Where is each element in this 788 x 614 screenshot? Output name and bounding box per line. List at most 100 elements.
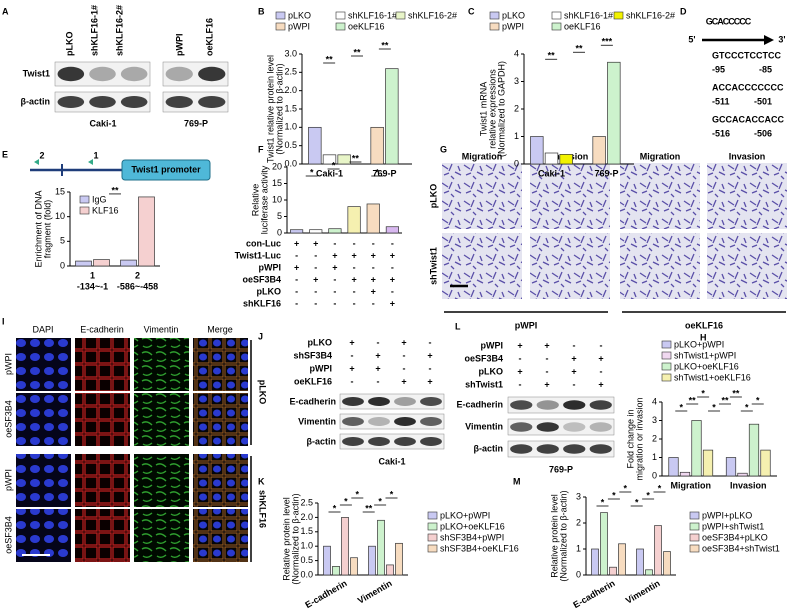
significance-label: ** bbox=[381, 40, 389, 50]
condition-sign: - bbox=[573, 340, 576, 350]
condition-sign: - bbox=[353, 286, 356, 296]
blot-band bbox=[165, 66, 193, 82]
legend-label: pWPI+pLKO bbox=[702, 510, 752, 520]
legend-swatch bbox=[427, 522, 438, 531]
site-end: -85 bbox=[759, 64, 772, 74]
column-label: Migration bbox=[462, 151, 503, 161]
bar bbox=[760, 449, 771, 477]
condition-sign: + bbox=[544, 379, 549, 389]
bar bbox=[668, 457, 679, 477]
bar bbox=[309, 229, 323, 234]
row-label: oeSF3B4 bbox=[3, 516, 13, 554]
condition-sign: + bbox=[349, 363, 354, 373]
significance-label: ** bbox=[326, 54, 334, 64]
significance-label: * bbox=[390, 489, 394, 499]
condition-label: oeKLF16 bbox=[294, 376, 332, 386]
micrograph bbox=[134, 509, 189, 562]
panel-letter: I bbox=[2, 316, 5, 326]
promoter-label: Twist1 promoter bbox=[131, 164, 201, 174]
legend-label: pLKO+pWPI bbox=[674, 339, 724, 349]
bar bbox=[607, 61, 621, 165]
panel-letter: E bbox=[2, 149, 8, 159]
condition-label: pLKO bbox=[479, 366, 504, 376]
panel-letter: A bbox=[2, 6, 9, 16]
cell-label: Caki-1 bbox=[89, 118, 116, 128]
bar bbox=[138, 196, 155, 267]
bar bbox=[654, 525, 662, 576]
bar bbox=[120, 259, 137, 267]
bar bbox=[370, 126, 384, 165]
y-tick-label: 3.0 bbox=[284, 48, 297, 58]
condition-sign: - bbox=[391, 238, 394, 248]
micrograph bbox=[707, 233, 787, 299]
micrograph bbox=[530, 233, 610, 299]
condition-label: shTwist1 bbox=[465, 379, 503, 389]
primer-label: 2 bbox=[39, 150, 44, 160]
y-axis-label: fragment (fold) bbox=[42, 200, 52, 259]
condition-sign: - bbox=[391, 262, 394, 272]
blot-band bbox=[57, 96, 85, 108]
blot-band bbox=[589, 422, 612, 432]
promoter-box bbox=[121, 159, 211, 181]
condition-sign: - bbox=[295, 286, 298, 296]
y-axis-label: (Normalized to β-actin) bbox=[558, 490, 568, 581]
y-axis-label: Twist1 relative protein level bbox=[265, 55, 275, 163]
legend-label: pLKO+oeKLF16 bbox=[440, 521, 505, 531]
blot-band bbox=[536, 444, 559, 454]
condition-label: pWPI bbox=[310, 363, 333, 373]
condition-sign: - bbox=[295, 274, 298, 284]
blot-band bbox=[563, 444, 586, 454]
blot-band bbox=[342, 397, 364, 406]
y-axis-label: Relative protein level bbox=[549, 494, 559, 578]
micrograph bbox=[75, 338, 130, 391]
band-label: Vimentin bbox=[298, 416, 336, 426]
condition-sign: + bbox=[390, 298, 395, 308]
bar bbox=[559, 154, 573, 165]
blot bbox=[339, 433, 445, 450]
significance-label: ** bbox=[548, 51, 556, 61]
bar bbox=[377, 519, 385, 576]
bar bbox=[592, 136, 606, 165]
condition-sign: + bbox=[375, 350, 380, 360]
row-label: shTwist1 bbox=[428, 247, 438, 285]
condition-sign: + bbox=[371, 286, 376, 296]
arrow-head bbox=[764, 35, 774, 45]
legend-swatch bbox=[335, 11, 346, 20]
condition-label: con-Luc bbox=[246, 238, 281, 248]
micrograph bbox=[620, 163, 700, 229]
panel-letter: G bbox=[440, 144, 447, 154]
significance-label: * bbox=[344, 496, 348, 506]
y-tick-label: 1.0 bbox=[300, 541, 313, 551]
legend-label: oeSF3B4+shTwist1 bbox=[702, 543, 780, 553]
row-label: Twist1 bbox=[23, 68, 50, 78]
y-tick-label: 2.0 bbox=[300, 512, 313, 522]
legend-label: pWPI bbox=[502, 21, 524, 31]
condition-sign: + bbox=[313, 274, 318, 284]
significance-label: * bbox=[376, 167, 380, 177]
bar bbox=[347, 206, 361, 234]
y-tick-label: 3 bbox=[652, 415, 657, 425]
micrograph bbox=[134, 454, 189, 507]
blot-band bbox=[536, 422, 559, 432]
blot bbox=[507, 418, 615, 436]
significance-label: ** bbox=[721, 395, 729, 405]
row-label: pWPI bbox=[3, 469, 13, 491]
condition-sign: + bbox=[427, 350, 432, 360]
group-label: pLKO bbox=[258, 380, 268, 405]
band-label: E-cadherin bbox=[456, 399, 503, 409]
column-label: E-cadherin bbox=[80, 324, 124, 334]
bar bbox=[386, 564, 394, 576]
y-tick-label: 2.0 bbox=[284, 85, 297, 95]
legend-swatch bbox=[661, 373, 672, 382]
micrograph bbox=[16, 338, 71, 391]
bar bbox=[385, 226, 399, 234]
y-axis-label: Fold change in bbox=[625, 409, 635, 468]
significance-label: ** bbox=[111, 185, 119, 195]
primer-arrow bbox=[34, 159, 39, 165]
legend-label: pLKO+pWPI bbox=[440, 510, 490, 520]
significance-label: * bbox=[680, 402, 684, 412]
bar bbox=[645, 569, 653, 576]
panel-letter: L bbox=[455, 321, 461, 331]
blot-band bbox=[394, 437, 416, 446]
y-axis-label: (Normalized to β-actin) bbox=[290, 493, 300, 584]
